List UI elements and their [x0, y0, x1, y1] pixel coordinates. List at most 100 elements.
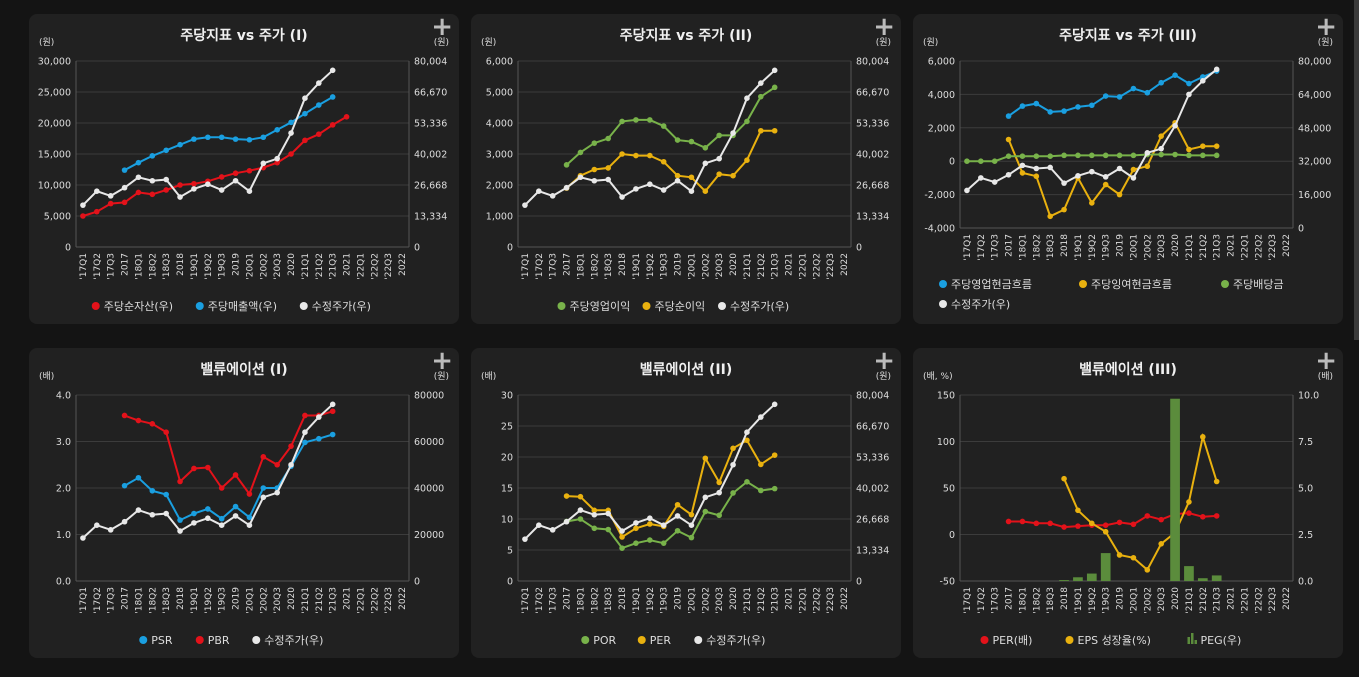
right-tick-label: 66,670: [856, 422, 889, 433]
data-point: [1116, 94, 1123, 100]
x-tick-label: '22Q1: [356, 587, 366, 614]
right-tick-label: 80,000: [1298, 57, 1331, 68]
legend: 주당영업이익 주당순이익 수정주가(우): [557, 300, 789, 313]
data-point: [674, 137, 681, 143]
data-point: [1019, 518, 1026, 525]
data-point: [688, 522, 695, 529]
x-tick-label: '21Q1: [743, 253, 753, 280]
x-tick-label: '19Q2: [1088, 234, 1098, 261]
left-tick-label: 10: [501, 515, 513, 526]
data-point: [1144, 89, 1151, 96]
legend-marker: [139, 636, 148, 644]
add-icon[interactable]: +: [431, 14, 453, 42]
data-point: [163, 187, 169, 193]
x-tick-label: '19Q2: [1088, 587, 1098, 614]
data-point: [302, 95, 308, 102]
left-tick-label: 6,000: [486, 57, 513, 68]
data-point: [246, 491, 253, 497]
data-point: [744, 157, 750, 163]
chart-title: 주당지표 vs 주가 (I): [180, 27, 307, 44]
left-tick-label: 25,000: [38, 88, 71, 99]
chart-title: 밸류에이션 (III): [1079, 361, 1177, 378]
data-point: [1130, 175, 1137, 181]
data-point: [1213, 152, 1220, 159]
data-point: [1061, 524, 1067, 530]
data-point: [205, 464, 211, 471]
left-tick-label: 0: [507, 243, 513, 254]
right-tick-label: 60000: [414, 437, 444, 448]
add-icon[interactable]: +: [873, 348, 895, 376]
add-icon[interactable]: +: [1315, 348, 1337, 376]
series-line: [566, 480, 775, 550]
data-point: [1213, 66, 1220, 73]
add-icon[interactable]: +: [1315, 14, 1337, 42]
left-tick-label: 10,000: [38, 181, 71, 192]
legend-label: 주당잉여현금흐름: [1091, 278, 1172, 291]
data-point: [1075, 507, 1081, 514]
left-tick-label: 100: [937, 437, 955, 448]
legend-label: 주당영업현금흐름: [951, 278, 1032, 291]
chart-title: 밸류에이션 (II): [640, 361, 733, 378]
x-tick-label: '21Q2: [757, 253, 767, 280]
data-point: [688, 174, 695, 181]
data-point: [121, 167, 128, 173]
x-tick-label: 2020: [729, 587, 739, 610]
x-tick-label: '20Q1: [1129, 587, 1139, 614]
data-point: [771, 485, 778, 492]
add-icon[interactable]: +: [873, 14, 895, 42]
x-tick-label: '19Q2: [204, 253, 214, 280]
x-tick-label: '17Q1: [79, 253, 89, 280]
left-tick-label: 2.0: [56, 484, 71, 495]
x-tick-label: '20Q3: [273, 587, 283, 614]
data-point: [1200, 74, 1206, 80]
data-point: [1144, 567, 1151, 573]
right-axis-unit: (원): [876, 371, 891, 382]
legend-label: POR: [593, 634, 616, 647]
data-point: [218, 522, 225, 528]
data-point: [232, 177, 239, 184]
left-tick-label: 4.0: [56, 391, 71, 402]
data-point: [288, 130, 294, 136]
data-point: [1033, 100, 1040, 107]
data-point: [1047, 164, 1053, 171]
data-point: [744, 429, 750, 436]
x-tick-label: 2017: [121, 587, 131, 610]
series-line: [124, 433, 333, 522]
data-point: [771, 67, 778, 74]
x-tick-label: '22Q1: [798, 587, 808, 614]
scrollbar[interactable]: [1354, 0, 1359, 340]
data-point: [1061, 206, 1067, 213]
data-point: [177, 182, 183, 188]
legend-marker: [1187, 637, 1190, 644]
right-tick-label: 0: [414, 577, 420, 588]
data-point: [94, 522, 100, 528]
data-point: [232, 472, 239, 478]
legend-label: 수정주가(우): [264, 634, 323, 647]
peg-bar: [1059, 580, 1069, 581]
data-point: [633, 520, 639, 526]
data-point: [660, 158, 667, 165]
add-icon[interactable]: +: [431, 348, 453, 376]
data-point: [591, 140, 598, 146]
data-point: [633, 117, 639, 123]
data-point: [302, 412, 308, 419]
left-tick-label: 1.0: [56, 530, 71, 541]
data-point: [1144, 163, 1151, 170]
right-tick-label: 26,668: [856, 515, 889, 526]
data-point: [343, 114, 350, 120]
data-point: [1019, 162, 1026, 169]
chart-title: 밸류에이션 (I): [200, 361, 287, 378]
data-point: [1116, 165, 1123, 172]
x-tick-label: '19Q3: [660, 253, 670, 280]
data-point: [288, 119, 294, 126]
x-tick-label: '17Q1: [963, 587, 973, 614]
x-tick-label: '20Q2: [701, 253, 711, 280]
data-point: [1033, 520, 1040, 527]
data-point: [674, 172, 681, 179]
series-line: [565, 86, 776, 166]
data-point: [758, 93, 764, 100]
x-tick-label: 2017: [121, 253, 131, 276]
data-point: [1033, 173, 1040, 180]
right-tick-label: 20000: [414, 530, 444, 541]
